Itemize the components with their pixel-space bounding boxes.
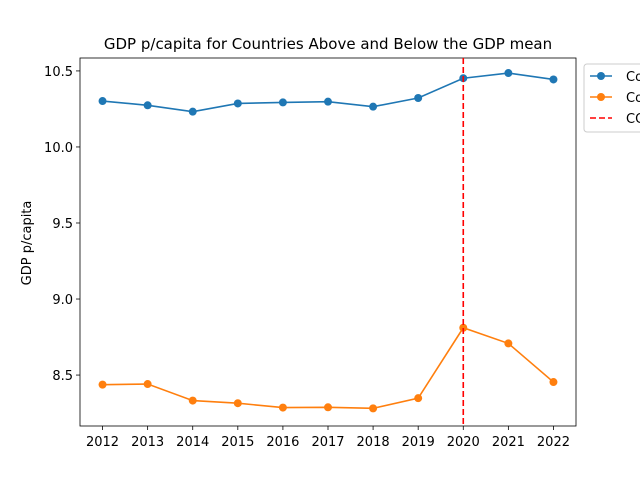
- x-tick-label: 2021: [492, 435, 525, 450]
- series-2-point: [233, 399, 242, 408]
- legend-label-reference: CO: [626, 112, 640, 127]
- series-1-point: [414, 93, 423, 102]
- series-2-point: [98, 380, 107, 389]
- legend-label-1: Co: [626, 70, 640, 85]
- series-line-2: [102, 326, 554, 410]
- legend-box: [583, 63, 640, 133]
- series-1-point: [233, 99, 242, 108]
- x-tick-label: 2022: [537, 435, 570, 450]
- plot-area: 2012 2013 2014 2015 2016 2017 2018 2019 2020 2021…: [44, 57, 577, 450]
- series-line-1: [102, 72, 554, 113]
- series-2-point: [459, 323, 468, 332]
- series-2-point: [143, 380, 152, 389]
- series-2-point: [278, 403, 287, 412]
- legend-marker-2: [597, 93, 605, 101]
- series-2-point: [188, 396, 197, 405]
- series-2-point: [369, 404, 378, 413]
- x-tick-label: 2013: [131, 435, 164, 450]
- legend-label-2: Co: [626, 91, 640, 106]
- x-tick-label: 2012: [86, 435, 119, 450]
- plot-frame: [79, 57, 577, 427]
- y-tick-label: 10.5: [44, 65, 73, 80]
- series-1-point: [549, 75, 558, 84]
- series-1-point: [143, 101, 152, 110]
- x-tick-label: 2020: [447, 435, 480, 450]
- series-2-point: [414, 394, 423, 403]
- series-1-point: [504, 69, 513, 78]
- legend-marker-1: [597, 72, 605, 80]
- x-tick-label: 2019: [402, 435, 435, 450]
- y-axis-label: GDP p/capita: [20, 201, 35, 286]
- x-tick-label: 2016: [266, 435, 299, 450]
- series-2-point: [324, 403, 332, 412]
- series-1-point: [98, 97, 107, 106]
- y-tick-label: 10.0: [44, 141, 73, 156]
- x-tick-label: 2015: [221, 435, 254, 450]
- y-tick-label: 9.5: [52, 217, 73, 232]
- x-tick-label: 2018: [357, 435, 390, 450]
- y-tick-label: 9.0: [52, 293, 73, 308]
- series-1-point: [188, 107, 197, 116]
- series-1-point: [324, 97, 332, 106]
- x-tick-label: 2017: [311, 435, 344, 450]
- series-2-point: [504, 339, 513, 348]
- legend: Co Co CO: [583, 63, 640, 133]
- series-1-point: [369, 102, 378, 111]
- x-tick-label: 2014: [176, 435, 209, 450]
- y-tick-label: 8.5: [52, 369, 73, 384]
- series-2-point: [549, 378, 558, 387]
- series-1-point: [278, 98, 287, 107]
- chart-title: GDP p/capita for Countries Above and Bel…: [104, 35, 552, 53]
